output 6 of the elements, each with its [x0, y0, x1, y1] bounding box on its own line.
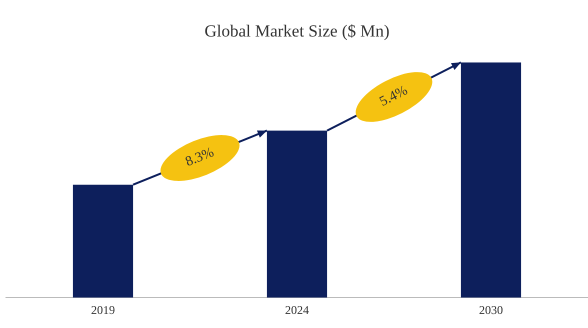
annotation: 8.3%: [183, 144, 217, 171]
chart-title: Global Market Size ($ Mn): [204, 22, 390, 41]
x-tick-label: 2030: [479, 302, 503, 317]
annotation: 5.4%: [377, 82, 411, 110]
x-tick-label: 2019: [91, 302, 115, 317]
x-tick-label: 2024: [285, 302, 309, 317]
